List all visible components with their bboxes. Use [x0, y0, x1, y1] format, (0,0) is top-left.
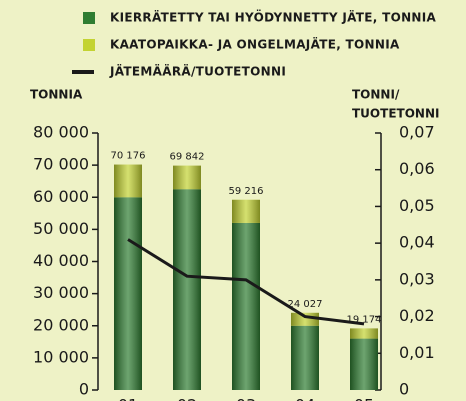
bar-shade — [232, 199, 260, 223]
line — [127, 238, 365, 326]
bar-shade — [173, 165, 201, 190]
x-tick-label: 04 — [295, 396, 315, 401]
x-tick-label: 03 — [236, 396, 256, 401]
y-tick-label: 60 000 — [33, 187, 89, 206]
legend-label: KIERRÄTETTY TAI HYÖDYNNETTY JÄTE, TONNIA — [110, 10, 437, 25]
bar-shade — [350, 338, 378, 390]
bar-shade — [114, 164, 142, 198]
y-tick-label: 70 000 — [33, 155, 89, 174]
y2-tick-label: 0,01 — [399, 343, 435, 362]
total-label: 59 216 — [229, 186, 264, 197]
bar-shade — [232, 222, 260, 390]
y-tick-label: 50 000 — [33, 219, 89, 238]
bar-shade — [173, 189, 201, 390]
y2-tick-label: 0,04 — [399, 233, 435, 252]
legend-line — [72, 70, 94, 74]
y2-tick-label: 0,06 — [399, 159, 435, 178]
y2-tick-label: 0 — [399, 380, 409, 399]
y-axis-title: TONNIA — [30, 88, 83, 102]
bar-shade — [350, 328, 378, 339]
total-label: 19 174 — [347, 314, 382, 325]
y-tick-label: 0 — [79, 380, 89, 399]
y2-tick-label: 0,05 — [399, 196, 435, 215]
bar-shade — [291, 325, 319, 390]
legend-label: JÄTEMÄÄRÄ/TUOTETONNI — [109, 64, 286, 79]
total-label: 24 027 — [288, 299, 323, 310]
total-label: 69 842 — [170, 152, 205, 163]
y-tick-label: 40 000 — [33, 251, 89, 270]
y2-tick-label: 0,07 — [399, 123, 435, 142]
y2-tick-label: 0,03 — [399, 269, 435, 288]
y-tick-label: 30 000 — [33, 283, 89, 302]
y-tick-label: 10 000 — [33, 347, 89, 366]
y2-axis-title: TONNI/ — [352, 88, 400, 102]
x-tick-label: 02 — [177, 396, 197, 401]
y2-tick-label: 0,02 — [399, 306, 435, 325]
y-tick-label: 20 000 — [33, 315, 89, 334]
bar-shade — [114, 197, 142, 390]
legend-swatch — [83, 12, 95, 24]
legend-swatch — [83, 39, 95, 51]
x-tick-label: 01 — [118, 396, 138, 401]
legend-label: KAATOPAIKKA- JA ONGELMAJÄTE, TONNIA — [110, 37, 400, 52]
y2-axis-title: TUOTETONNI — [352, 107, 439, 121]
x-tick-label: 05 — [354, 396, 374, 401]
total-label: 70 176 — [111, 151, 146, 162]
y-tick-label: 80 000 — [33, 123, 89, 142]
